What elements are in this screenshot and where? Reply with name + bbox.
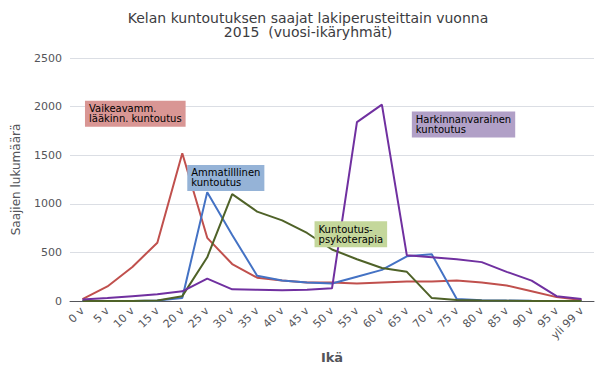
svg-text:kuntoutus: kuntoutus xyxy=(191,177,241,188)
svg-text:15 v: 15 v xyxy=(136,304,162,330)
svg-text:30 v: 30 v xyxy=(211,304,237,330)
svg-text:Kuntoutus-: Kuntoutus- xyxy=(318,223,373,235)
svg-text:0: 0 xyxy=(55,295,62,308)
svg-text:1000: 1000 xyxy=(34,197,62,210)
svg-text:95 v: 95 v xyxy=(535,304,562,331)
svg-text:2015 (vuosi-ikäryhmät): 2015 (vuosi-ikäryhmät) xyxy=(224,24,392,40)
svg-text:2000: 2000 xyxy=(34,100,62,113)
svg-text:lääkinn. kuntoutus: lääkinn. kuntoutus xyxy=(89,113,182,124)
svg-text:5 v: 5 v xyxy=(91,304,113,326)
svg-text:1500: 1500 xyxy=(34,149,62,162)
svg-text:psykoterapia: psykoterapia xyxy=(319,234,384,245)
svg-text:60 v: 60 v xyxy=(360,304,386,330)
svg-text:500: 500 xyxy=(41,246,62,259)
svg-text:10 v: 10 v xyxy=(111,304,137,330)
svg-text:65 v: 65 v xyxy=(385,304,411,330)
svg-text:25 v: 25 v xyxy=(186,304,212,330)
svg-text:45 v: 45 v xyxy=(285,304,311,330)
svg-text:20 v: 20 v xyxy=(161,304,187,330)
svg-text:kuntoutus: kuntoutus xyxy=(416,124,466,135)
svg-text:Kelan kuntoutuksen saajat laki: Kelan kuntoutuksen saajat lakiperusteitt… xyxy=(127,10,489,26)
svg-text:80 v: 80 v xyxy=(460,304,486,330)
svg-text:0 v: 0 v xyxy=(66,304,88,326)
svg-text:75 v: 75 v xyxy=(435,304,461,330)
svg-text:50 v: 50 v xyxy=(310,304,336,330)
svg-text:Saajien lukumäärä: Saajien lukumäärä xyxy=(9,124,23,236)
svg-text:70 v: 70 v xyxy=(410,304,436,330)
svg-text:40 v: 40 v xyxy=(261,304,287,330)
svg-text:Ammatilllinen: Ammatilllinen xyxy=(191,167,261,179)
svg-text:35 v: 35 v xyxy=(236,304,262,330)
svg-text:55 v: 55 v xyxy=(335,304,361,330)
svg-text:Vaikeavamm.: Vaikeavamm. xyxy=(89,103,157,115)
svg-text:85 v: 85 v xyxy=(485,304,511,330)
svg-text:Ikä: Ikä xyxy=(321,350,343,365)
svg-text:2500: 2500 xyxy=(34,52,62,65)
svg-text:yli 99 v: yli 99 v xyxy=(549,304,587,342)
svg-text:Harkinnanvarainen: Harkinnanvarainen xyxy=(415,114,512,125)
svg-text:90 v: 90 v xyxy=(510,304,536,330)
